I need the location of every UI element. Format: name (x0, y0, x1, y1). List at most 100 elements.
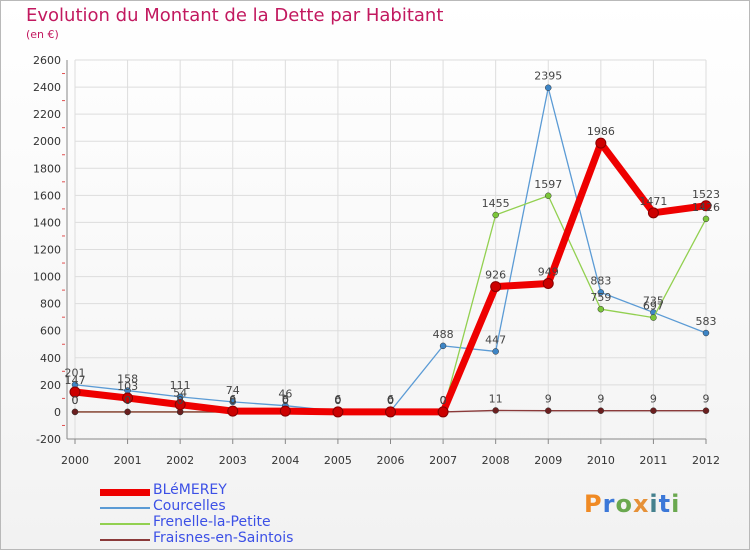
data-point (174, 399, 186, 411)
y-tick-label: 600 (40, 325, 61, 338)
x-tick-label: 2006 (377, 454, 405, 467)
legend-label: Fraisnes-en-Saintois (153, 530, 294, 546)
x-tick-label: 2003 (219, 454, 247, 467)
data-label: 9 (597, 393, 604, 406)
data-label: 0 (440, 394, 447, 407)
data-label: 201 (65, 367, 86, 380)
data-label: 6 (387, 393, 394, 406)
legend-label: Frenelle-la-Petite (153, 514, 271, 530)
y-tick-label: 1800 (33, 162, 61, 175)
x-tick-label: 2012 (692, 454, 720, 467)
data-point (122, 392, 134, 404)
data-point (597, 407, 605, 414)
y-tick-label: 0 (54, 406, 61, 419)
data-point (227, 405, 239, 417)
logo-letter: r (602, 490, 616, 518)
data-point (545, 192, 552, 200)
legend-swatch (100, 523, 150, 525)
logo-letter: t (658, 490, 672, 518)
data-label: 111 (170, 379, 191, 392)
legend-swatch (100, 488, 150, 496)
data-label: 735 (643, 294, 664, 307)
y-tick-label: 1600 (33, 189, 61, 202)
data-label: 926 (485, 269, 506, 282)
y-tick-label: 200 (40, 379, 61, 392)
data-label: 447 (485, 333, 506, 346)
data-label: 759 (590, 291, 611, 304)
data-label: 147 (65, 374, 86, 387)
x-tick-label: 2008 (482, 454, 510, 467)
y-tick-label: 400 (40, 352, 61, 365)
data-point (702, 215, 710, 223)
data-label: 0 (229, 394, 236, 407)
data-label: 1426 (692, 201, 720, 214)
data-label: 883 (590, 274, 611, 287)
y-tick-label: 2000 (33, 135, 61, 148)
chart-title: Evolution du Montant de la Dette par Hab… (26, 5, 444, 26)
data-point (702, 407, 710, 414)
data-label: 0 (282, 394, 289, 407)
data-label: 11 (489, 392, 503, 405)
chart-subtitle: (en €) (26, 28, 59, 41)
x-tick-label: 2002 (166, 454, 194, 467)
x-tick-label: 2001 (114, 454, 142, 467)
data-label: 74 (226, 384, 240, 397)
axes: -200020040060080010001200140016001800200… (33, 54, 720, 467)
legend-swatch (100, 507, 150, 509)
data-point (492, 407, 499, 414)
data-point (332, 406, 344, 418)
data-label: 0 (334, 394, 341, 407)
data-point (124, 408, 131, 416)
data-point (69, 386, 81, 398)
data-label: 583 (696, 315, 717, 328)
data-label: 1523 (692, 188, 720, 201)
data-point (650, 314, 657, 321)
data-label: 0 (229, 394, 236, 407)
legend-label: Courcelles (153, 498, 226, 514)
data-label: 0 (124, 394, 131, 407)
data-label: 1471 (639, 195, 667, 208)
data-point (597, 289, 605, 296)
data-point (490, 281, 502, 293)
logo-letter: x (632, 490, 650, 518)
legend-label: BLéMEREY (153, 482, 227, 498)
data-point (439, 342, 447, 350)
y-tick-label: -200 (36, 433, 61, 446)
data-label: 949 (538, 265, 559, 278)
data-label: 1597 (534, 178, 562, 191)
logo-letter: i (671, 490, 681, 518)
proxiti-logo: Proxiti (584, 490, 680, 518)
y-tick-label: 1200 (33, 244, 61, 257)
x-tick-label: 2009 (534, 454, 562, 467)
data-point (595, 137, 607, 149)
data-label: 2395 (534, 70, 562, 83)
logo-letter: P (584, 490, 603, 518)
data-label: 6 (334, 393, 341, 406)
data-label: 0 (334, 394, 341, 407)
x-tick-label: 2010 (587, 454, 615, 467)
data-label: 158 (117, 373, 138, 386)
data-label: 9 (650, 393, 657, 406)
data-point (597, 305, 605, 313)
logo-letter: i (649, 490, 659, 518)
legend-swatch (100, 539, 150, 541)
data-label: 0 (334, 394, 341, 407)
data-label: 0 (124, 394, 131, 407)
data-point (229, 398, 236, 406)
y-tick-label: 2600 (33, 54, 61, 67)
data-point (279, 405, 291, 417)
data-label: 46 (278, 388, 292, 401)
y-tick-label: 1000 (33, 271, 61, 284)
x-tick-label: 2004 (271, 454, 299, 467)
data-point (542, 277, 554, 289)
data-point (437, 406, 449, 418)
y-tick-label: 1400 (33, 216, 61, 229)
data-point (700, 200, 712, 212)
x-tick-label: 2000 (61, 454, 89, 467)
y-tick-label: 2200 (33, 108, 61, 121)
data-label: 1455 (482, 197, 510, 210)
data-label: 697 (643, 300, 664, 313)
data-label: 1986 (587, 125, 615, 138)
data-point (492, 348, 499, 355)
